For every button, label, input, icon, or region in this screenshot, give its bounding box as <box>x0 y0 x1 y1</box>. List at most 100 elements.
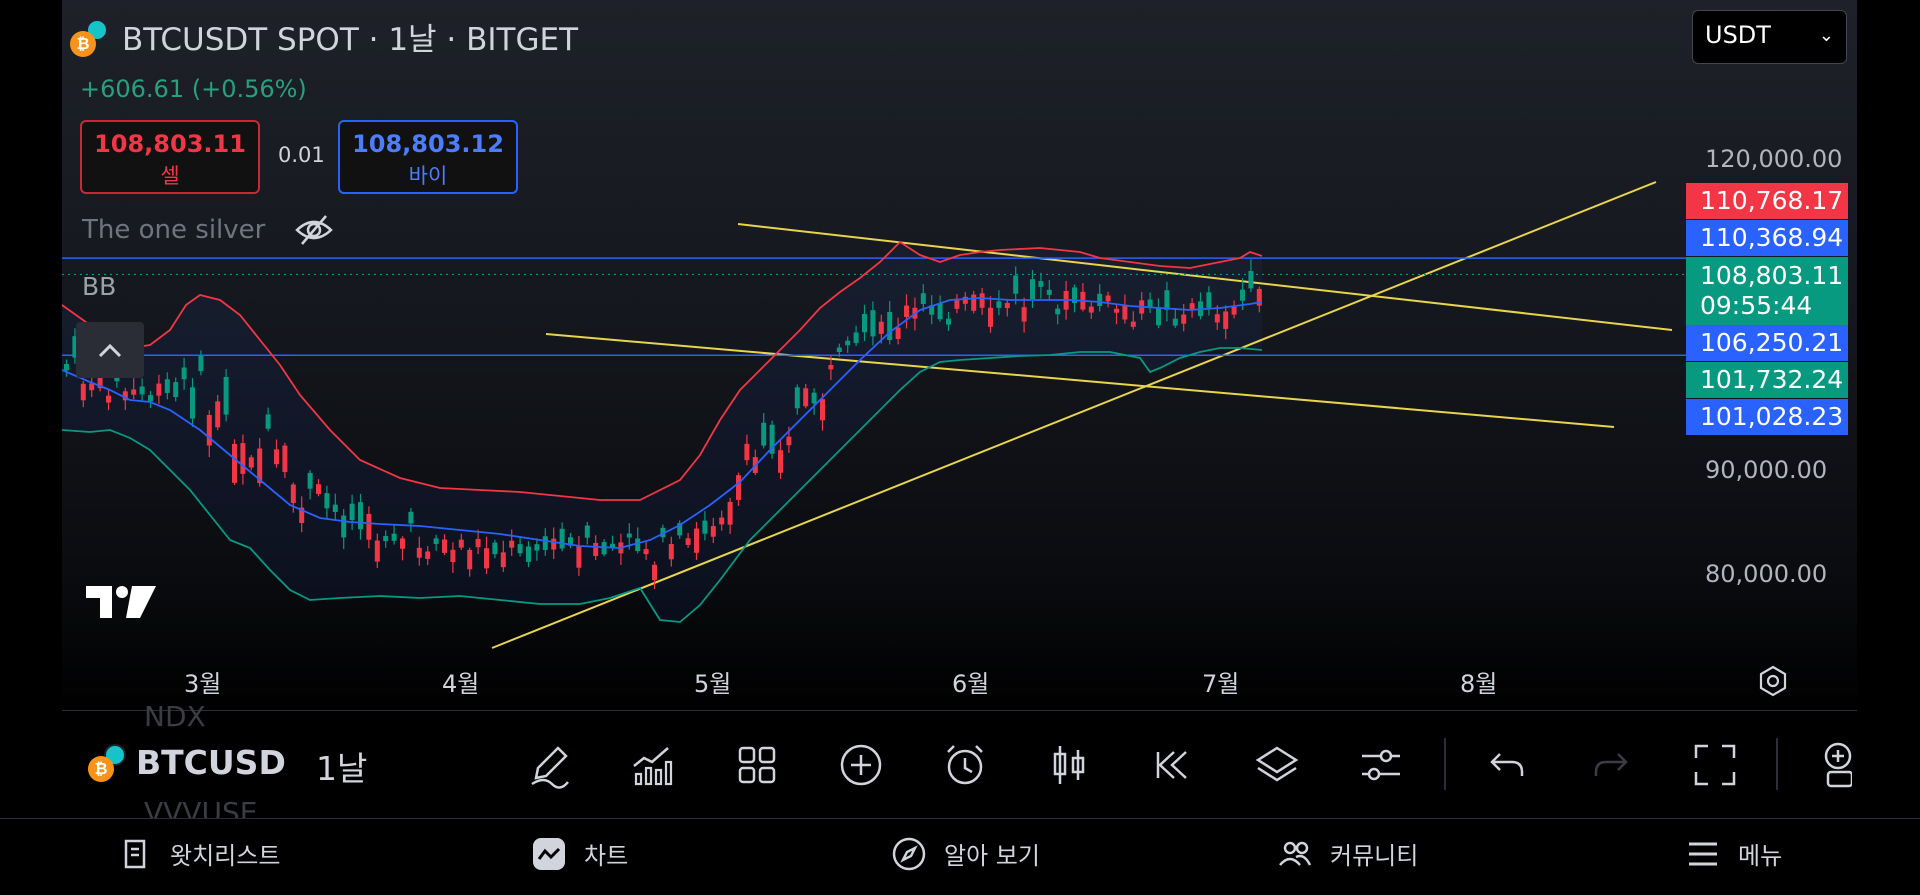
drawing-pen-icon[interactable] <box>524 740 574 790</box>
toolbar-separator <box>1776 738 1778 790</box>
candle-body <box>274 449 279 465</box>
candle-body <box>828 364 834 370</box>
candle-body <box>265 414 271 429</box>
candle-body <box>929 305 935 315</box>
nav-watchlist-label: 왓치리스트 <box>170 842 281 870</box>
bb-indicator-label[interactable]: BB <box>82 272 117 301</box>
candle-body <box>685 538 691 545</box>
last-price-tag: 108,803.11 09:55:44 <box>1686 257 1848 325</box>
candle-body <box>1004 302 1010 309</box>
candle-body <box>1214 314 1220 323</box>
indicators-icon[interactable] <box>628 740 678 790</box>
bb-upper-line <box>62 240 1263 501</box>
toolbar-symbol[interactable]: ₿ BTCUSDT <box>86 740 286 784</box>
symbol-header[interactable]: ₿ BTCUSDT SPOT · 1날 · BITGET <box>68 14 578 59</box>
buy-button[interactable]: 108,803.12 바이 <box>338 120 518 194</box>
candle-body <box>694 528 699 553</box>
candle-body <box>190 387 195 419</box>
candle-body <box>954 298 960 309</box>
candle-body <box>769 424 775 454</box>
indicator-name[interactable]: The one silver <box>82 215 266 245</box>
candle-body <box>80 383 86 401</box>
candle-body <box>1256 288 1262 306</box>
time-axis-label: 4월 <box>442 670 480 698</box>
candle-body <box>702 520 708 534</box>
candle-body <box>316 484 321 494</box>
candle-body <box>895 327 901 339</box>
buy-label: 바이 <box>408 164 448 188</box>
interval-button[interactable]: 1날 <box>316 749 368 788</box>
candle-body <box>962 296 968 304</box>
price-change: +606.61 (+0.56%) <box>80 75 307 103</box>
candle-body <box>946 318 951 325</box>
candle-body <box>937 303 943 320</box>
fullscreen-icon[interactable] <box>1690 740 1740 790</box>
nav-explore[interactable]: 알아 보기 <box>892 836 1040 871</box>
add-indicator-icon[interactable] <box>1806 740 1852 790</box>
bottom-navigation <box>0 818 1920 895</box>
candle-body <box>845 340 851 346</box>
sell-price: 108,803.11 <box>94 130 246 158</box>
candle-body <box>475 538 481 548</box>
candle-body <box>1206 292 1212 308</box>
currency-value: USDT <box>1705 21 1771 49</box>
collapse-legend-button[interactable] <box>76 322 144 378</box>
alarm-clock-icon[interactable] <box>940 740 990 790</box>
sell-button[interactable]: 108,803.11 셀 <box>80 120 260 194</box>
eye-hidden-icon[interactable] <box>294 212 334 248</box>
candle-body <box>677 523 683 536</box>
candle-body <box>1097 293 1103 307</box>
layout-grid-icon[interactable] <box>732 740 782 790</box>
candle-body <box>1223 311 1229 329</box>
candle-body <box>509 540 515 548</box>
time-axis-label: 5월 <box>694 670 732 698</box>
candle-body <box>1189 303 1195 310</box>
candle-body <box>458 539 464 548</box>
candle-body <box>349 503 355 521</box>
candle-body <box>408 511 414 524</box>
candle-style-icon[interactable] <box>1044 740 1094 790</box>
candle-body <box>341 515 347 538</box>
candle-body <box>601 542 607 555</box>
chart-settings-icon[interactable] <box>1757 665 1789 697</box>
nav-chart[interactable]: 차트 <box>532 836 628 871</box>
add-circle-icon[interactable] <box>836 740 886 790</box>
candle-body <box>156 383 162 396</box>
candle-body <box>425 551 431 559</box>
candle-body <box>500 552 506 568</box>
price-chart[interactable] <box>62 0 1857 710</box>
candle-body <box>1181 314 1187 324</box>
chart-panel[interactable] <box>62 0 1857 710</box>
candle-body <box>652 564 657 581</box>
candle-body <box>1122 305 1128 320</box>
nav-community[interactable]: 커뮤니티 <box>1278 836 1418 871</box>
settings-sliders-icon[interactable] <box>1356 740 1406 790</box>
price-tag: 110,768.17 <box>1686 183 1848 219</box>
time-axis-label: 7월 <box>1202 670 1240 698</box>
compass-icon <box>892 837 926 870</box>
undo-icon[interactable] <box>1482 740 1532 790</box>
currency-select[interactable]: USDT ⌄ <box>1692 10 1847 64</box>
price-tag: 110,368.94 <box>1686 220 1848 256</box>
ghost-symbol: NDX <box>144 700 206 733</box>
replay-icon[interactable] <box>1148 740 1198 790</box>
candle-body <box>97 368 103 389</box>
candle-body <box>484 548 489 569</box>
nav-watchlist[interactable]: 왓치리스트 <box>118 836 280 871</box>
redo-icon[interactable] <box>1586 740 1636 790</box>
toolbar-symbol-label: BTCUSDT <box>136 742 286 782</box>
candle-body <box>1038 281 1044 287</box>
candle-body <box>1231 306 1237 315</box>
candle-body <box>1055 308 1061 315</box>
candle-body <box>89 383 95 391</box>
layers-icon[interactable] <box>1252 740 1302 790</box>
community-icon <box>1279 841 1312 866</box>
candle-body <box>442 539 447 553</box>
chart-toolbar <box>62 710 1857 818</box>
trendline-upper <box>737 223 1673 331</box>
candle-body <box>1021 307 1027 322</box>
tradingview-logo-icon <box>86 586 156 618</box>
candle-body <box>164 379 170 393</box>
nav-menu[interactable]: 메뉴 <box>1686 836 1782 871</box>
